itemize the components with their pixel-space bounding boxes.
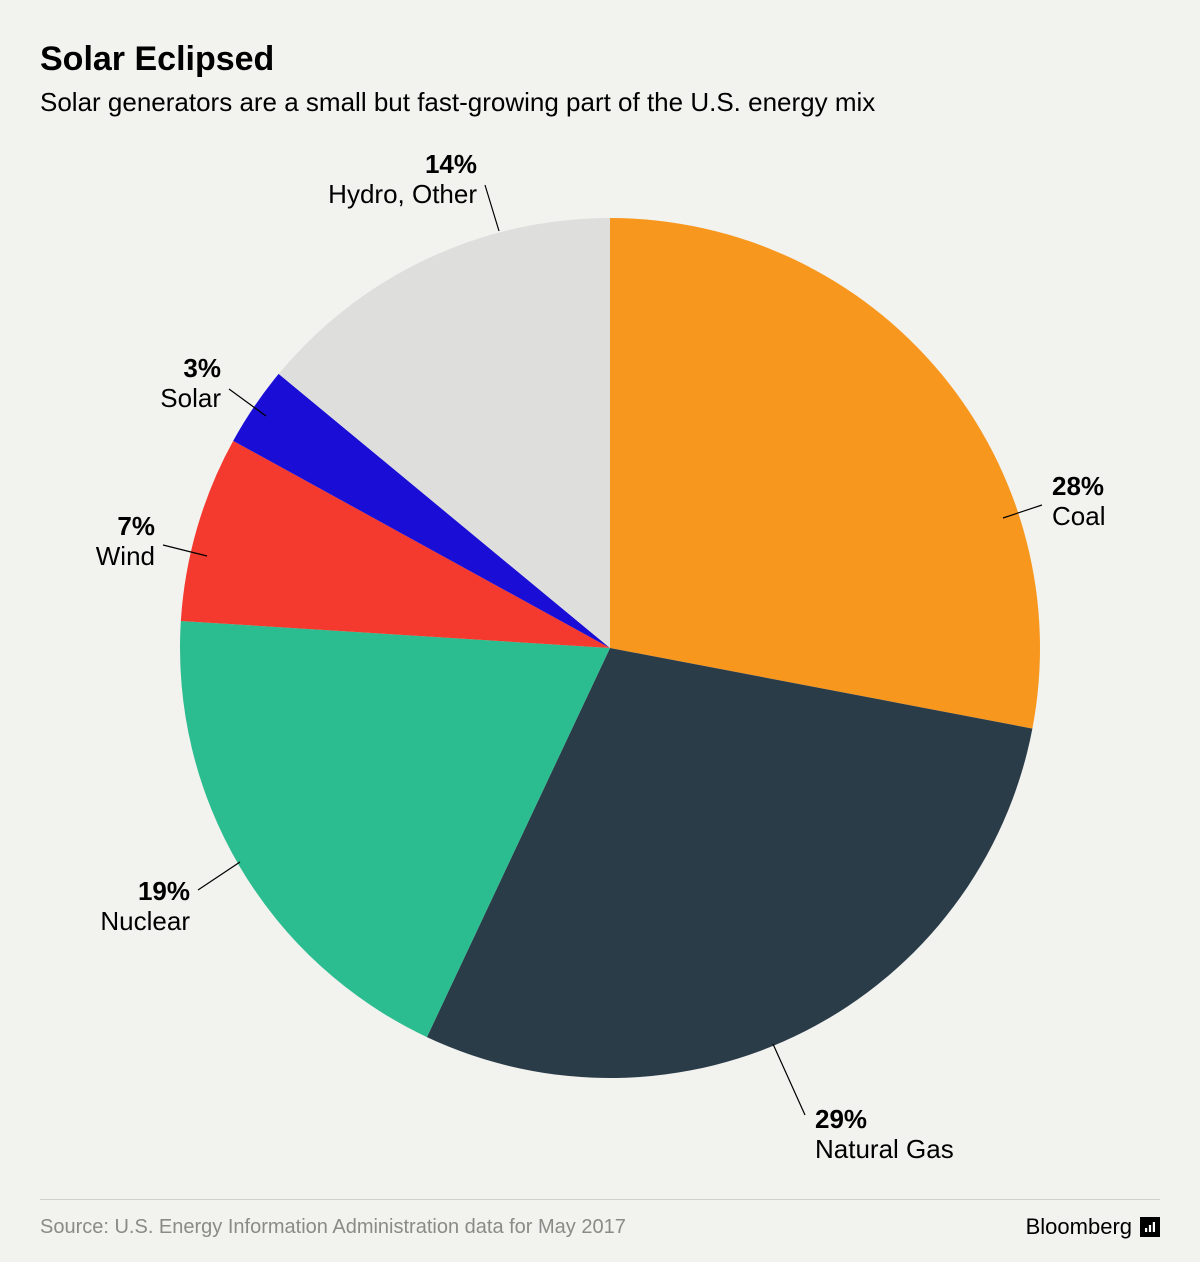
leader-line <box>198 862 240 890</box>
slice-label: 7%Wind <box>96 511 155 571</box>
brand-mark-icon <box>1140 1217 1160 1237</box>
leader-line <box>485 185 499 231</box>
slice-label: 19%Nuclear <box>100 876 190 936</box>
slice-label: 3%Solar <box>160 353 221 413</box>
chart-title: Solar Eclipsed <box>40 40 1160 79</box>
pie-slice-coal <box>610 218 1040 729</box>
chart-area: 28%Coal 29%Natural Gas 19%Nuclear 7%Wind 3%S… <box>40 148 1160 1168</box>
leader-line <box>773 1044 805 1115</box>
slice-label: 29%Natural Gas <box>815 1104 954 1164</box>
slice-label: 14%Hydro, Other <box>328 149 477 209</box>
brand-text: Bloomberg <box>1026 1214 1132 1240</box>
brand-logo: Bloomberg <box>1026 1214 1160 1240</box>
chart-card: Solar Eclipsed Solar generators are a sm… <box>0 0 1200 1262</box>
source-text: Source: U.S. Energy Information Administ… <box>40 1216 626 1239</box>
pie-chart: 28%Coal 29%Natural Gas 19%Nuclear 7%Wind 3%S… <box>40 148 1160 1168</box>
chart-footer: Source: U.S. Energy Information Administ… <box>40 1199 1160 1240</box>
slice-label: 28%Coal <box>1052 471 1105 531</box>
chart-subtitle: Solar generators are a small but fast-gr… <box>40 87 1160 118</box>
